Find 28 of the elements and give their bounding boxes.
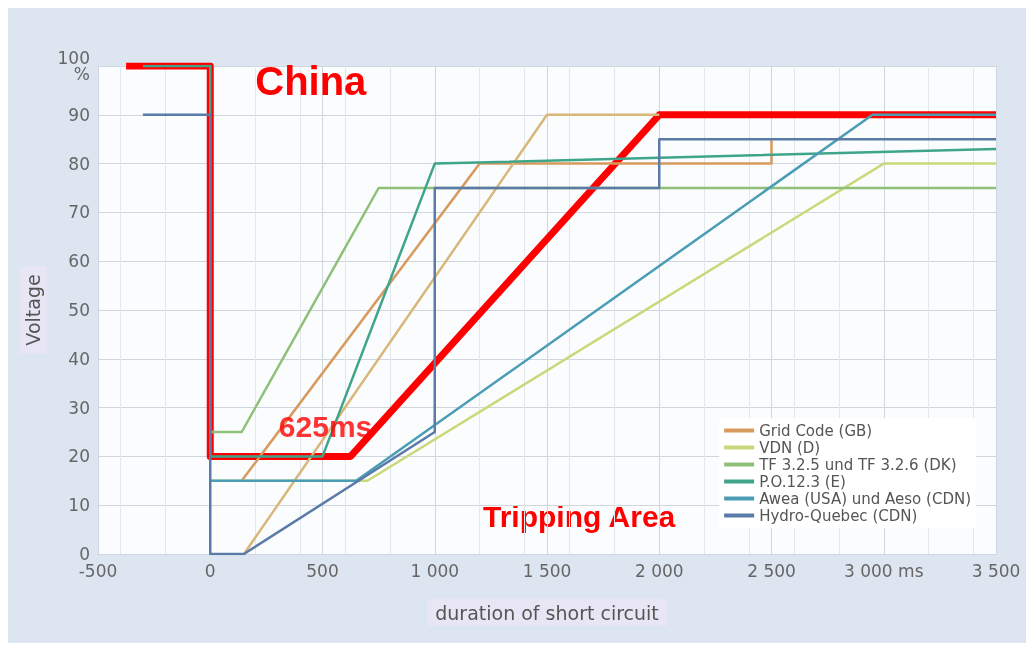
legend-label: VDN (D) — [759, 438, 821, 457]
y-tick-label: 40 — [68, 348, 90, 369]
x-axis-title: duration of short circuit — [435, 601, 659, 624]
y-tick-label: 10 — [68, 495, 90, 516]
x-tick-label: 2 500 — [747, 560, 796, 581]
legend-label: P.O.12.3 (E) — [759, 472, 846, 491]
y-tick-label: 80 — [68, 153, 90, 174]
x-tick-label: 500 — [306, 560, 339, 581]
annotation: Tripping Area — [483, 499, 676, 533]
y-tick-label: 70 — [68, 202, 90, 223]
x-tick-label: 1 000 — [410, 560, 460, 581]
y-axis-title: Voltage — [22, 274, 45, 346]
x-tick-label: 3 500 — [971, 560, 1021, 581]
legend-label: Hydro-Quebec (CDN) — [759, 506, 918, 525]
x-tick-label: 1 500 — [522, 560, 572, 581]
legend-label: TF 3.2.5 und TF 3.2.6 (DK) — [758, 455, 957, 474]
y-tick-label: 30 — [68, 397, 90, 418]
y-tick-label: 90 — [68, 104, 90, 125]
x-tick-label: 0 — [204, 560, 216, 581]
y-tick-label: 60 — [68, 251, 90, 272]
x-tick-label: 2 000 — [634, 560, 684, 581]
series-label: China — [255, 59, 368, 103]
y-tick-label: 20 — [68, 446, 90, 467]
legend-label: Grid Code (GB) — [759, 421, 873, 440]
y-tick-label: 100 % — [57, 48, 90, 84]
y-tick-label: 50 — [68, 300, 90, 320]
legend-label: Awea (USA) und Aeso (CDN) — [759, 489, 972, 508]
x-tick-label: 3 000 ms — [844, 560, 924, 581]
